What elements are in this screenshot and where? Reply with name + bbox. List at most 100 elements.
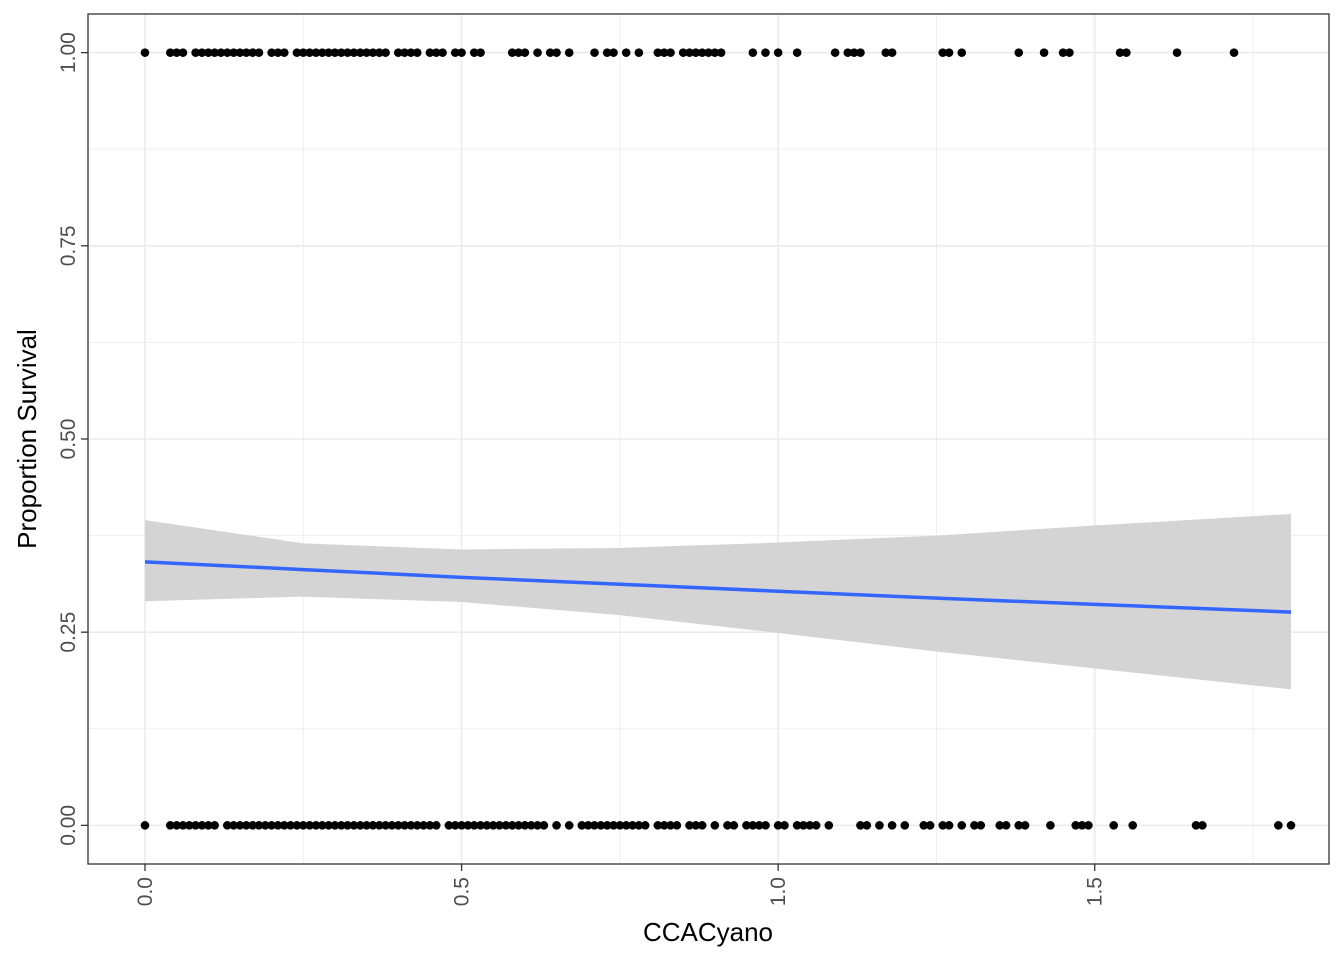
- x-axis-title: CCACyano: [643, 917, 773, 947]
- data-point: [621, 48, 631, 57]
- data-point: [824, 821, 834, 830]
- data-point: [457, 48, 466, 57]
- data-point: [520, 821, 530, 830]
- data-point: [1115, 48, 1125, 57]
- data-point: [780, 821, 789, 830]
- data-point: [412, 821, 422, 830]
- x-axis-ticks: 0.0 0.5 1.0 1.5: [134, 864, 1107, 906]
- data-point: [533, 821, 542, 830]
- data-point: [659, 48, 669, 57]
- data-point: [697, 821, 707, 830]
- confidence-ribbon-layer: [144, 513, 1292, 690]
- data-point: [450, 48, 460, 57]
- data-point: [406, 48, 416, 57]
- data-point: [501, 821, 511, 830]
- data-point: [210, 48, 219, 57]
- data-point: [311, 821, 321, 830]
- data-point: [919, 821, 929, 830]
- data-point: [957, 48, 967, 57]
- data-point: [469, 48, 479, 57]
- data-point: [469, 821, 479, 830]
- data-point: [166, 821, 175, 830]
- data-point: [381, 821, 390, 830]
- data-point: [1128, 821, 1138, 830]
- data-point: [400, 821, 409, 830]
- data-point: [140, 48, 150, 57]
- data-point: [748, 821, 758, 830]
- data-point: [362, 48, 371, 57]
- data-point: [887, 821, 897, 830]
- data-point: [697, 48, 707, 57]
- data-point: [678, 48, 688, 57]
- data-point: [653, 821, 663, 830]
- data-point: [754, 821, 764, 830]
- data-point: [279, 821, 289, 830]
- data-point: [634, 48, 644, 57]
- data-point: [444, 821, 454, 830]
- y-tick-label: 0.00: [57, 805, 80, 846]
- data-point: [609, 48, 618, 57]
- data-point: [495, 821, 504, 830]
- data-point: [666, 48, 675, 57]
- data-point: [324, 48, 333, 57]
- data-point: [1172, 48, 1182, 57]
- data-point: [368, 821, 378, 830]
- data-point: [539, 821, 549, 830]
- y-tick-label: 0.75: [57, 225, 80, 266]
- data-point: [229, 48, 238, 57]
- data-point: [476, 48, 485, 57]
- data-point: [1229, 48, 1239, 57]
- data-point: [191, 821, 200, 830]
- data-point: [1122, 48, 1131, 57]
- data-point: [476, 821, 485, 830]
- data-point: [590, 48, 599, 57]
- data-point: [286, 821, 295, 830]
- data-point: [856, 821, 865, 830]
- data-point: [514, 821, 523, 830]
- data-point: [172, 821, 181, 830]
- x-tick-label: 1.5: [1084, 877, 1107, 906]
- x-tick-label: 1.0: [767, 877, 790, 906]
- data-point: [761, 821, 770, 830]
- data-point: [204, 48, 213, 57]
- data-point: [653, 48, 663, 57]
- data-point: [773, 48, 783, 57]
- data-point: [273, 48, 283, 57]
- data-point: [685, 48, 694, 57]
- data-point: [526, 821, 536, 830]
- x-tick-label: 0.5: [451, 877, 474, 906]
- data-point: [507, 821, 517, 830]
- data-point: [197, 821, 207, 830]
- data-point: [298, 48, 308, 57]
- data-point: [995, 821, 1005, 830]
- grid-major: [88, 14, 1329, 864]
- data-point: [482, 821, 492, 830]
- data-point: [248, 821, 257, 830]
- data-point: [393, 821, 403, 830]
- data-point: [552, 821, 561, 830]
- data-point: [609, 821, 618, 830]
- data-point: [1039, 48, 1049, 57]
- data-point: [488, 821, 498, 830]
- data-point: [564, 48, 574, 57]
- data-point: [362, 821, 371, 830]
- data-point: [387, 821, 397, 830]
- data-point: [1001, 821, 1011, 830]
- data-point: [596, 821, 606, 830]
- data-point: [1084, 821, 1093, 830]
- data-point: [1071, 821, 1081, 830]
- data-point: [324, 821, 333, 830]
- data-point: [1014, 821, 1024, 830]
- data-point: [330, 48, 340, 57]
- data-point: [514, 48, 523, 57]
- data-point: [1274, 821, 1283, 830]
- data-point: [773, 821, 783, 830]
- data-point: [292, 821, 302, 830]
- data-point: [223, 821, 232, 830]
- data-point: [875, 821, 884, 830]
- data-point: [336, 48, 346, 57]
- data-point: [761, 48, 770, 57]
- data-point: [412, 48, 422, 57]
- data-point: [659, 821, 669, 830]
- data-point: [185, 821, 194, 830]
